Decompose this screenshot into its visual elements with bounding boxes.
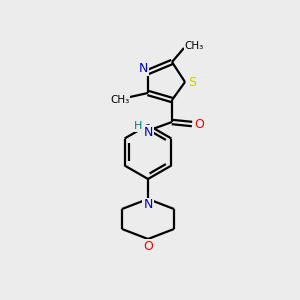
Text: N: N bbox=[138, 61, 148, 74]
Text: N: N bbox=[143, 199, 153, 212]
Text: CH₃: CH₃ bbox=[184, 41, 204, 51]
Text: CH₃: CH₃ bbox=[110, 95, 130, 105]
Text: N: N bbox=[143, 125, 153, 139]
Text: O: O bbox=[143, 239, 153, 253]
Text: H: H bbox=[134, 121, 142, 131]
Text: O: O bbox=[194, 118, 204, 130]
Text: S: S bbox=[188, 76, 196, 88]
